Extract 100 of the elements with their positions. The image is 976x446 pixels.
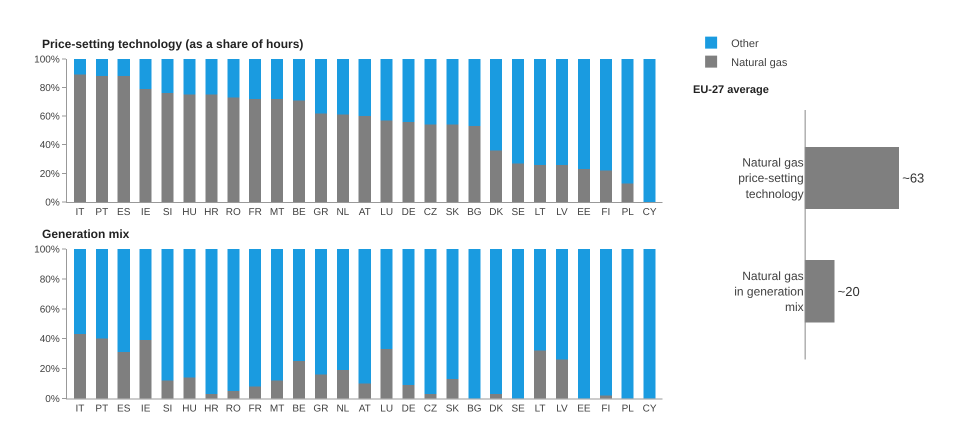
bar <box>534 164 546 202</box>
bar <box>402 58 415 122</box>
bar <box>358 58 371 116</box>
y-tick-label: 60% <box>40 304 60 316</box>
bar <box>446 249 458 379</box>
x-tick-label: LT <box>534 403 546 414</box>
bar <box>314 249 327 374</box>
legend-label: Other <box>731 38 759 50</box>
bar <box>118 76 130 202</box>
x-tick-label: ES <box>117 207 131 218</box>
bar <box>74 74 86 202</box>
x-tick-label: EE <box>577 207 591 218</box>
bar <box>358 383 371 398</box>
bar <box>402 384 415 398</box>
x-tick-label: IE <box>140 403 151 414</box>
x-tick-label: NL <box>336 403 350 414</box>
x-tick-label: DE <box>402 403 416 414</box>
x-tick-label: CY <box>642 207 657 218</box>
bar <box>183 377 196 398</box>
bar <box>556 360 568 398</box>
bar <box>644 249 656 398</box>
bar <box>446 124 458 202</box>
x-tick-label: ES <box>117 403 131 414</box>
x-tick-label: LV <box>556 207 568 218</box>
bar <box>468 58 480 126</box>
y-tick-label: 100% <box>34 54 60 66</box>
bar <box>227 390 240 398</box>
x-tick-label: RO <box>226 207 241 218</box>
x-tick-label: IT <box>75 403 84 414</box>
x-tick-label: CY <box>642 403 657 414</box>
bar <box>162 93 174 202</box>
bar <box>205 58 218 95</box>
x-tick-label: IT <box>75 207 84 218</box>
bar <box>96 249 108 339</box>
bar <box>162 380 174 398</box>
bar <box>249 58 262 99</box>
y-tick-label: Natural gas price-setting technology <box>738 156 804 201</box>
x-tick-label: AT <box>358 403 371 414</box>
bar <box>336 58 349 115</box>
bar <box>271 380 284 398</box>
y-tick-label: 0% <box>45 394 60 405</box>
bar <box>556 58 568 165</box>
bar <box>140 88 152 202</box>
bar <box>622 249 634 398</box>
x-tick-label: SK <box>446 207 460 218</box>
bar <box>183 94 196 202</box>
x-tick-label: AT <box>358 207 371 218</box>
bar <box>292 58 306 100</box>
bar <box>380 249 393 350</box>
bar <box>578 58 590 170</box>
x-tick-label: FI <box>601 403 610 414</box>
bar <box>314 58 327 114</box>
bar <box>556 249 568 360</box>
x-tick-label: SI <box>162 207 172 218</box>
bar <box>534 58 546 165</box>
bar <box>227 249 240 391</box>
bar <box>249 98 262 202</box>
legend-label: Natural gas <box>731 56 788 69</box>
bar <box>271 98 284 202</box>
bar <box>490 150 502 202</box>
bar <box>227 58 240 98</box>
bar <box>118 58 130 76</box>
bar <box>271 58 284 99</box>
x-tick-label: BE <box>292 403 306 414</box>
bar <box>205 249 218 394</box>
bar <box>336 114 349 202</box>
bar <box>424 58 437 125</box>
x-tick-label: HR <box>204 403 219 414</box>
x-tick-label: BE <box>292 207 306 218</box>
x-tick-label: FR <box>248 207 262 218</box>
y-tick-label: 0% <box>45 198 60 209</box>
bar <box>96 58 108 76</box>
bar <box>162 249 174 380</box>
x-tick-label: LU <box>380 403 394 414</box>
x-tick-label: HR <box>204 207 219 218</box>
x-tick-label: CZ <box>424 207 438 218</box>
bar <box>490 249 502 394</box>
x-tick-label: RO <box>226 403 241 414</box>
y-tick-label: 20% <box>40 168 60 180</box>
bar <box>140 249 152 340</box>
x-tick-label: EE <box>577 403 591 414</box>
bar <box>249 386 262 398</box>
bar <box>622 58 634 184</box>
bar <box>358 116 371 202</box>
bar <box>140 340 152 398</box>
bar <box>468 126 480 202</box>
bar <box>534 249 546 351</box>
bar <box>183 249 196 378</box>
bar <box>118 352 130 398</box>
bar <box>292 249 306 361</box>
y-tick-label: 40% <box>40 334 60 346</box>
x-tick-label: SE <box>511 403 526 414</box>
x-tick-label: NL <box>336 207 350 218</box>
x-tick-label: LV <box>556 403 568 414</box>
x-tick-label: MT <box>270 207 284 218</box>
x-tick-label: BG <box>467 207 482 218</box>
x-tick-label: HU <box>182 207 197 218</box>
data-label: ~63 <box>902 170 924 186</box>
bar <box>74 334 86 398</box>
bar <box>162 58 174 94</box>
